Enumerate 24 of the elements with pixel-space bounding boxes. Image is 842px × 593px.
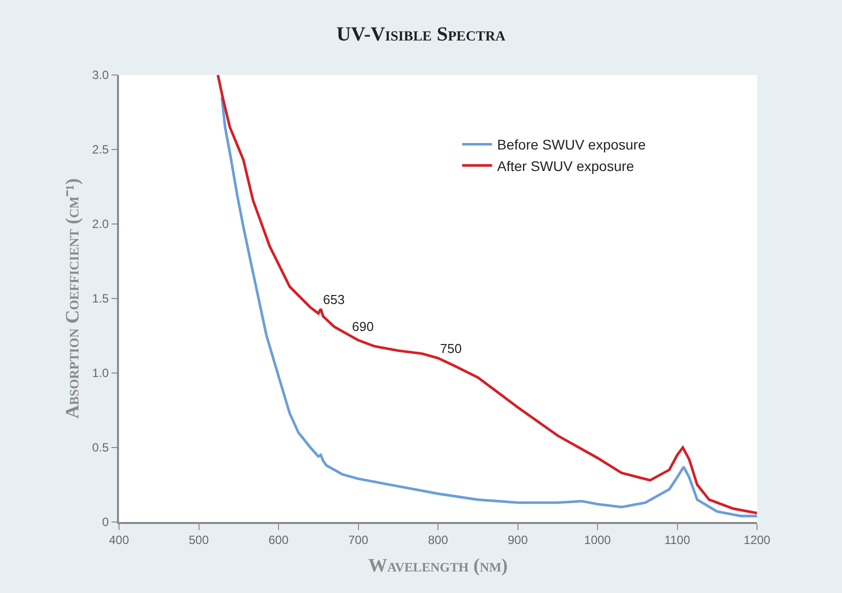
chart-title: UV-Visible Spectra (336, 24, 506, 46)
annotation: 750 (440, 341, 462, 356)
x-tick-label: 400 (108, 533, 130, 548)
x-tick-label: 1000 (584, 533, 612, 548)
y-tick-label: 2.5 (92, 142, 110, 157)
y-tick-label: 1.5 (92, 292, 110, 306)
y-tick-label: 0 (102, 515, 110, 530)
y-tick-label: 2.0 (92, 217, 110, 232)
x-axis-title: Wavelength (nm) (368, 555, 508, 576)
y-tick-label: 3.0 (92, 68, 110, 82)
x-tick-label: 1200 (744, 533, 771, 548)
annotation: 653 (323, 292, 345, 307)
legend-label: Before SWUV exposure (497, 136, 646, 153)
x-tick-label: 900 (508, 533, 528, 548)
annotation: 690 (352, 319, 374, 334)
x-tick-label: 800 (428, 533, 448, 548)
legend-label: After SWUV exposure (497, 158, 634, 174)
x-tick-label: 500 (188, 533, 210, 548)
x-tick-label: 1100 (664, 533, 690, 548)
x-tick-label: 600 (268, 533, 289, 548)
y-tick-label: 1.0 (92, 366, 110, 380)
x-tick-label: 700 (348, 533, 369, 548)
y-axis-title: Absorption Coefficient (cm⁻¹) (62, 178, 84, 419)
y-tick-label: 0.5 (92, 440, 110, 455)
